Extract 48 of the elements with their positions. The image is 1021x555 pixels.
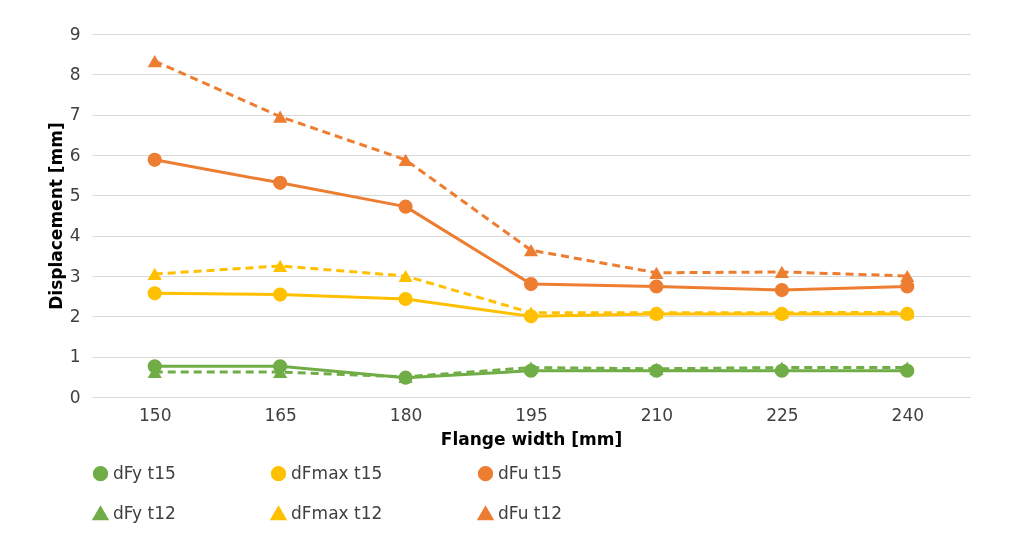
- y-tick-label: 4: [69, 225, 81, 246]
- point: [900, 361, 915, 374]
- point: [774, 265, 789, 279]
- point: [273, 287, 288, 302]
- x-tick-label: 165: [264, 404, 297, 425]
- y-tick-label: 3: [69, 265, 81, 286]
- point: [649, 266, 664, 279]
- point: [523, 244, 539, 257]
- point: [649, 279, 664, 294]
- y-tick-label: 5: [69, 184, 81, 205]
- legend-label: dFmax t12: [291, 502, 383, 523]
- x-tick-label: 195: [515, 404, 548, 425]
- point: [523, 306, 539, 319]
- y-tick-label: 0: [69, 386, 81, 407]
- point: [774, 361, 789, 374]
- y-tick-label: 1: [69, 346, 81, 367]
- point: [523, 277, 539, 292]
- y-tick-label: 6: [69, 144, 81, 165]
- y-tick-label: 8: [69, 63, 81, 84]
- x-tick-label: 150: [138, 404, 172, 425]
- x-tick-label: 180: [389, 404, 423, 425]
- point: [147, 286, 162, 301]
- y-tick-label: 9: [69, 23, 81, 44]
- x-axis-title: Flange width [mm]: [440, 428, 623, 449]
- point: [398, 153, 413, 166]
- point: [147, 267, 162, 281]
- y-tick-label: 2: [69, 305, 81, 326]
- x-tick-label: 225: [766, 404, 799, 425]
- point: [273, 110, 288, 123]
- point: [398, 199, 413, 214]
- point: [147, 152, 162, 167]
- point: [147, 54, 162, 68]
- legend-label: dFu t12: [498, 502, 563, 523]
- legend-label: dFy t12: [113, 502, 176, 523]
- y-axis-title: Displacement [mm]: [45, 122, 66, 310]
- legend-label: dFy t15: [113, 462, 176, 483]
- x-tick-label: 240: [891, 404, 925, 425]
- point: [273, 175, 288, 190]
- x-tick-label: 210: [640, 404, 674, 425]
- legend-label: dFu t15: [498, 462, 563, 483]
- point: [774, 283, 789, 298]
- point: [398, 291, 413, 307]
- point: [398, 269, 413, 283]
- legend-label: dFmax t15: [291, 462, 383, 483]
- point: [273, 259, 288, 273]
- point: [900, 269, 915, 283]
- point: [523, 361, 539, 374]
- y-tick-label: 7: [69, 104, 81, 125]
